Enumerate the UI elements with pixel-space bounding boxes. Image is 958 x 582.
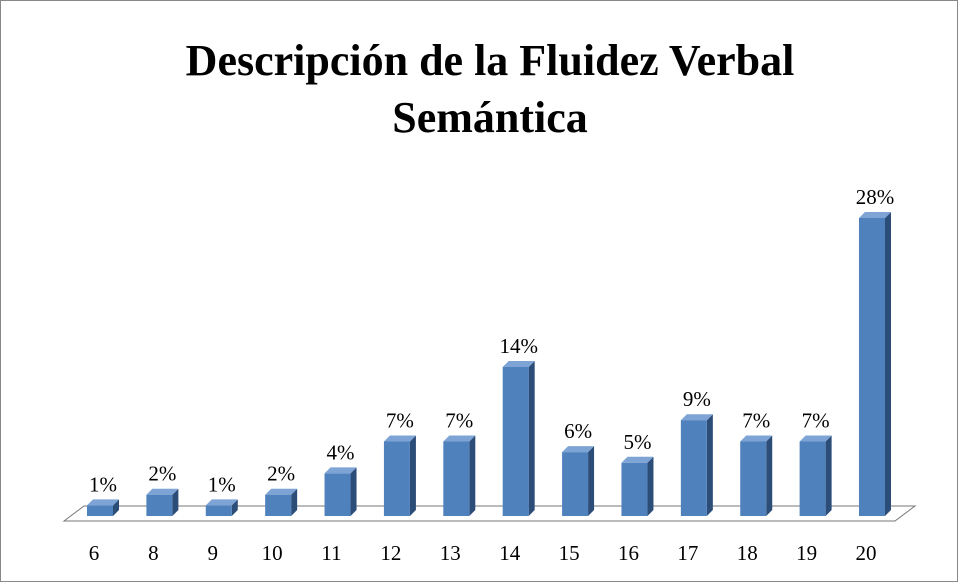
x-tick-label: 13 — [440, 541, 461, 565]
bar — [443, 441, 470, 516]
x-tick-label: 15 — [559, 541, 580, 565]
chart-title: Semántica — [392, 93, 588, 142]
bar-top — [383, 435, 416, 442]
bar-top — [502, 361, 535, 367]
x-tick-label: 6 — [89, 541, 100, 565]
bar-top — [205, 499, 238, 506]
floor — [62, 505, 917, 522]
value-label: 1% — [89, 472, 117, 496]
bar — [562, 452, 589, 516]
value-label: 4% — [327, 440, 355, 464]
x-tick-label: 8 — [148, 541, 159, 565]
bar — [621, 462, 648, 516]
bar-top — [265, 488, 298, 495]
bar — [680, 420, 707, 516]
value-label: 14% — [499, 334, 538, 358]
value-label: 7% — [445, 409, 473, 433]
bar — [859, 218, 885, 516]
bar-top — [146, 488, 179, 495]
bar-side — [291, 488, 298, 516]
bar-side — [647, 456, 654, 516]
bar-side — [350, 467, 357, 516]
x-tick-label: 17 — [677, 541, 698, 565]
bar-side — [766, 435, 773, 516]
bar-top — [799, 435, 832, 442]
bar-side — [172, 488, 179, 516]
bar — [324, 473, 351, 516]
bar-top — [740, 435, 773, 442]
bar-top — [859, 212, 891, 218]
x-tick-label: 10 — [262, 541, 283, 565]
bar-top — [621, 456, 654, 463]
x-tick-label: 9 — [208, 541, 219, 565]
value-label: 2% — [267, 462, 295, 486]
chart-title: Descripción de la Fluidez Verbal — [186, 36, 795, 85]
bar — [383, 441, 410, 516]
x-tick-label: 18 — [737, 541, 758, 565]
bar-side — [231, 499, 238, 516]
bar-top — [443, 435, 476, 442]
value-label: 7% — [802, 409, 830, 433]
value-label: 6% — [564, 419, 592, 443]
bar-side — [825, 435, 832, 516]
value-label: 28% — [856, 185, 895, 209]
bar-side — [885, 212, 891, 516]
bar — [799, 441, 826, 516]
bar — [502, 367, 529, 516]
bar — [205, 505, 232, 516]
x-tick-label: 19 — [796, 541, 817, 565]
value-label: 1% — [208, 472, 236, 496]
bar-side — [528, 361, 535, 516]
bar-side — [706, 414, 713, 516]
bar — [146, 494, 173, 516]
bar-top — [324, 467, 357, 474]
bar-side — [409, 435, 416, 516]
x-tick-label: 11 — [321, 541, 341, 565]
x-tick-label: 14 — [499, 541, 521, 565]
x-tick-label: 16 — [618, 541, 639, 565]
bar — [740, 441, 767, 516]
bar — [87, 505, 113, 516]
x-tick-label: 12 — [380, 541, 401, 565]
bar-top — [87, 499, 119, 506]
value-label: 5% — [623, 430, 651, 454]
bar-side — [469, 435, 476, 516]
value-label: 7% — [742, 409, 770, 433]
bar-top — [562, 446, 595, 453]
value-label: 7% — [386, 409, 414, 433]
bar-top — [680, 414, 713, 421]
value-label: 2% — [148, 462, 176, 486]
bar-side — [113, 499, 119, 516]
bar — [265, 494, 292, 516]
value-label: 9% — [683, 387, 711, 411]
x-tick-label: 20 — [856, 541, 877, 565]
bar-side — [588, 446, 595, 516]
